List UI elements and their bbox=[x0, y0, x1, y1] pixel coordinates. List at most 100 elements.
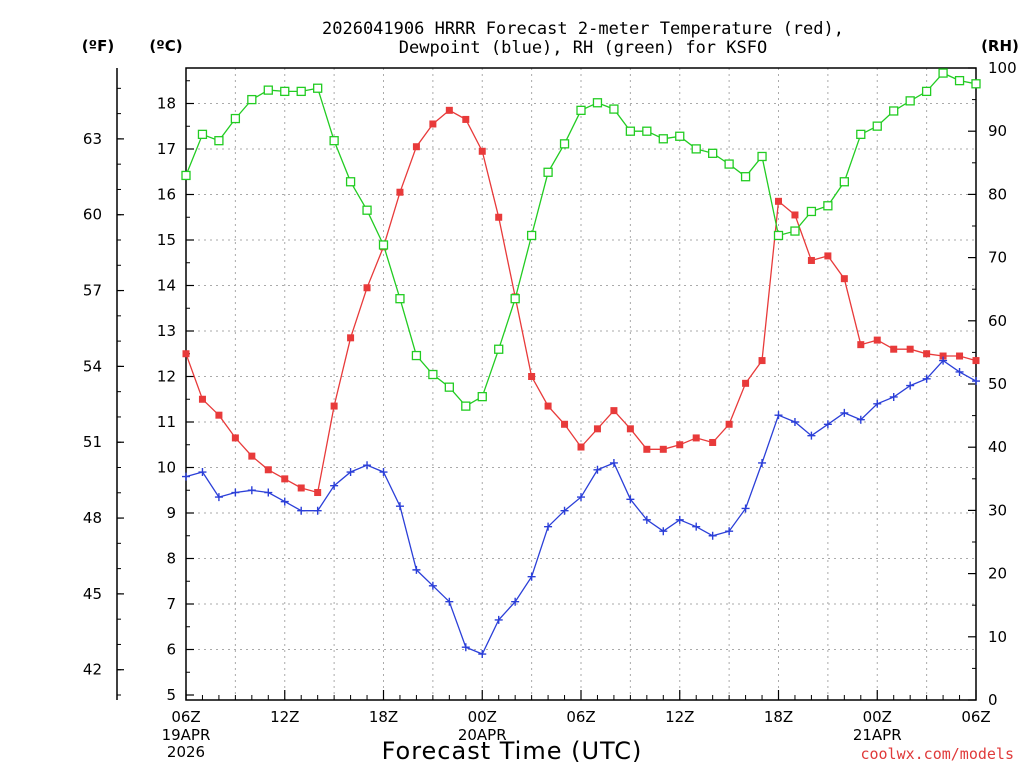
celsius-tick-label: 10 bbox=[157, 459, 176, 477]
celsius-tick-label: 8 bbox=[166, 550, 176, 568]
dewpoint-point bbox=[494, 615, 503, 624]
2-meter-temperature-point bbox=[643, 445, 651, 453]
dewpoint-point bbox=[247, 486, 256, 495]
rh-point bbox=[362, 205, 372, 215]
rh-point bbox=[477, 391, 487, 402]
rh-tick-label: 40 bbox=[988, 438, 1007, 456]
2-meter-temperature-point bbox=[939, 352, 947, 360]
fahrenheit-tick-label: 42 bbox=[83, 661, 102, 679]
rh-point bbox=[329, 136, 339, 146]
grid-lines bbox=[186, 68, 976, 700]
rh-point bbox=[461, 401, 471, 411]
rh-point bbox=[971, 79, 981, 89]
2-meter-temperature-point bbox=[890, 345, 898, 353]
dewpoint-point bbox=[609, 458, 618, 467]
dewpoint-point bbox=[790, 418, 799, 426]
dewpoint-point bbox=[527, 572, 536, 581]
rh-point bbox=[559, 139, 570, 149]
2-meter-temperature-point bbox=[857, 341, 865, 349]
dewpoint-point bbox=[280, 497, 289, 506]
rh-point bbox=[872, 121, 882, 131]
rh-point bbox=[609, 104, 619, 114]
rh-point bbox=[823, 201, 833, 211]
2-meter-temperature-point bbox=[692, 434, 700, 442]
rh-point bbox=[296, 86, 306, 97]
2-meter-temperature-point bbox=[396, 188, 404, 196]
rh-tick-label: 100 bbox=[988, 59, 1017, 77]
rh-tick-label: 80 bbox=[988, 185, 1007, 203]
dewpoint-point bbox=[428, 581, 437, 590]
2-meter-temperature-point bbox=[561, 420, 569, 428]
rh-tick-label: 0 bbox=[988, 691, 998, 709]
dewpoint-point bbox=[577, 493, 585, 502]
x-tick-label: 06Z bbox=[171, 708, 200, 726]
rh-tick-label: 90 bbox=[988, 122, 1007, 140]
axes: 5 6 7 8 9 10 11 12 13 14 15 16 17 18 42 45 48 51 54 57 60 63 0… bbox=[83, 59, 1017, 761]
rh-point bbox=[856, 129, 866, 140]
2-meter-temperature-point bbox=[906, 345, 914, 353]
2-meter-temperature-point bbox=[215, 411, 223, 419]
dewpoint-point bbox=[412, 565, 421, 574]
2-meter-temperature-point bbox=[544, 402, 552, 410]
2-meter-temperature-point bbox=[528, 373, 536, 380]
rh-point bbox=[954, 75, 965, 86]
2-meter-temperature-point bbox=[445, 106, 453, 114]
rh-point bbox=[230, 113, 241, 124]
dewpoint-point bbox=[313, 506, 322, 515]
x-tick-label: 00Z bbox=[863, 708, 892, 726]
celsius-tick-label: 12 bbox=[157, 368, 176, 386]
dewpoint-point bbox=[593, 465, 602, 474]
2-meter-temperature-point bbox=[775, 197, 782, 205]
rh-point bbox=[411, 350, 422, 361]
dewpoint-point bbox=[330, 481, 339, 490]
celsius-tick-label: 11 bbox=[157, 413, 176, 431]
celsius-axis-unit: (ºC) bbox=[149, 37, 182, 55]
rh-tick-label: 60 bbox=[988, 312, 1007, 330]
celsius-tick-label: 6 bbox=[166, 641, 176, 659]
rh-tick-label: 50 bbox=[988, 375, 1007, 393]
rh-point bbox=[806, 206, 817, 217]
chart-title-line-2: Dewpoint (blue), RH (green) for KSFO bbox=[399, 38, 767, 58]
2-meter-temperature-point bbox=[709, 438, 717, 446]
rh-point bbox=[642, 126, 652, 136]
rh-point bbox=[691, 144, 701, 154]
fahrenheit-tick-label: 63 bbox=[83, 130, 102, 148]
2-meter-temperature-point bbox=[791, 211, 799, 219]
rh-point bbox=[263, 85, 273, 95]
2-meter-temperature-point bbox=[429, 120, 437, 128]
2-meter-temperature-point bbox=[956, 352, 964, 360]
rh-point bbox=[708, 148, 718, 158]
rh-point bbox=[921, 86, 932, 97]
dewpoint-point bbox=[840, 408, 849, 417]
dewpoint-point bbox=[395, 502, 404, 511]
rh-point bbox=[675, 131, 685, 141]
2-meter-temperature-point bbox=[231, 434, 239, 442]
credit-text: coolwx.com/models bbox=[860, 745, 1014, 763]
fahrenheit-tick-label: 60 bbox=[83, 206, 102, 224]
dewpoint-point bbox=[379, 468, 388, 477]
x-tick-label: 12Z bbox=[270, 708, 299, 726]
2-meter-temperature-point bbox=[462, 115, 470, 123]
celsius-tick-label: 5 bbox=[166, 686, 176, 704]
dewpoint-point bbox=[741, 504, 750, 513]
rh-point bbox=[197, 129, 208, 140]
dewpoint-point bbox=[264, 488, 273, 497]
fahrenheit-axis-unit: (ºF) bbox=[82, 37, 114, 55]
2-meter-temperature-point bbox=[248, 452, 256, 460]
rh-point bbox=[214, 136, 224, 146]
2-meter-temperature-point bbox=[198, 395, 206, 403]
x-tick-label: 06Z bbox=[566, 708, 595, 726]
dewpoint-point bbox=[231, 488, 240, 497]
2-meter-temperature-point bbox=[758, 357, 766, 365]
rh-point bbox=[740, 172, 751, 182]
celsius-tick-label: 15 bbox=[157, 231, 176, 249]
2-meter-temperature-point bbox=[478, 147, 486, 155]
rh-point bbox=[576, 105, 586, 115]
fahrenheit-tick-label: 57 bbox=[83, 282, 102, 300]
dewpoint-point bbox=[922, 374, 931, 383]
2-meter-temperature-point bbox=[807, 256, 815, 264]
dewpoint-point bbox=[873, 399, 882, 408]
dewpoint-point bbox=[889, 392, 898, 401]
2-meter-temperature-point bbox=[873, 336, 881, 344]
dewpoint-point bbox=[544, 522, 553, 531]
